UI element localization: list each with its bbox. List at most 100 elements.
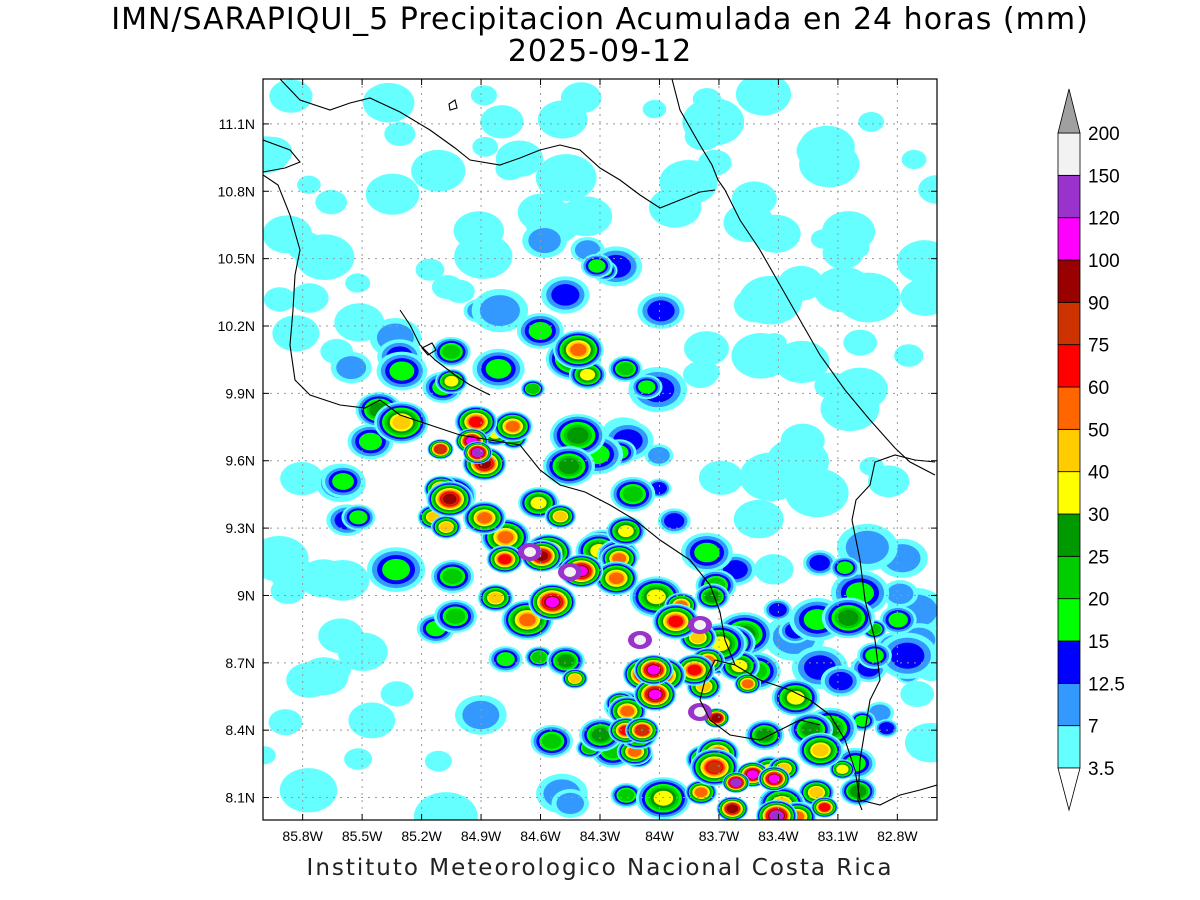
precip-cell: [297, 175, 321, 194]
colorbar-label: 150: [1088, 166, 1120, 187]
precip-cell: [382, 558, 411, 581]
colorbar-label: 60: [1088, 378, 1109, 399]
y-tick-label: 8.1N: [225, 790, 255, 806]
y-tick-label: 9N: [237, 587, 255, 603]
precip-cell: [472, 136, 499, 157]
y-tick-label: 10.2N: [218, 318, 255, 334]
precip-cell: [558, 458, 580, 474]
precip-cell: [263, 746, 276, 765]
precip-cell: [865, 648, 884, 663]
precip-core: [634, 635, 646, 645]
precip-cell: [270, 577, 306, 604]
precip-cell: [345, 273, 371, 293]
precip-cell: [682, 98, 745, 146]
precip-cell: [299, 657, 349, 696]
precip-cell: [813, 266, 873, 313]
colorbar-box: [1057, 344, 1081, 388]
precip-cell: [618, 525, 634, 538]
precip-cell: [263, 136, 293, 168]
precip-cell: [809, 555, 830, 571]
x-tick-label: 83.4W: [758, 828, 799, 844]
precip-cell: [768, 774, 780, 784]
y-tick-label: 10.5N: [218, 251, 255, 267]
precip-cell: [570, 343, 587, 357]
precip-cell: [828, 671, 853, 691]
colorbar-box: [1057, 513, 1081, 557]
precip-cell: [535, 154, 597, 201]
precip-cell: [519, 613, 536, 627]
precip-cell: [900, 681, 935, 708]
x-tick-label: 84W: [645, 828, 675, 844]
chart-title: IMN/SARAPIQUI_5 Precipitacion Acumulada …: [111, 2, 1089, 37]
precip-cell: [648, 689, 662, 700]
precip-cell: [647, 300, 675, 322]
precip-cell: [498, 554, 512, 565]
precip-cell: [735, 79, 792, 116]
nicoya-pacific-coast: [263, 174, 381, 409]
precip-cell: [413, 792, 478, 820]
precip-cell: [747, 770, 759, 779]
caribbean-coast: [724, 189, 936, 476]
colorbar-label: 200: [1088, 124, 1120, 145]
precip-cell: [557, 654, 574, 668]
precip-cell: [646, 589, 666, 605]
colorbar-box: [1057, 555, 1081, 600]
precip-cell: [766, 437, 830, 487]
precip-cell: [799, 125, 855, 169]
precip-cell: [818, 802, 831, 812]
precip-cell: [263, 215, 313, 254]
precip-cell: [435, 444, 446, 454]
precip-cell: [445, 608, 466, 624]
precip-cell: [553, 511, 567, 522]
precip-cell: [731, 333, 791, 379]
lake-island: [448, 99, 458, 111]
precip-cell: [263, 287, 296, 312]
colorbar-label: 25: [1088, 547, 1109, 568]
colorbar-box: [1057, 132, 1081, 176]
precip-cell: [591, 727, 610, 742]
precip-cell: [901, 149, 927, 170]
y-axis-ticks: 11.1N 10.8N 10.5N 10.2N 9.9N 9.6N 9.3N 9N 8.7N 8.…: [218, 116, 937, 806]
precip-cell: [389, 361, 415, 381]
precip-cell: [894, 344, 924, 367]
coastline-and-borders: [263, 79, 937, 811]
precip-cell: [867, 465, 910, 498]
precip-cell: [845, 530, 889, 564]
precip-cell: [318, 618, 364, 654]
precip-cell: [556, 792, 585, 815]
precip-cell: [531, 651, 547, 663]
precip-cell: [485, 359, 512, 379]
precip-cell: [648, 187, 702, 228]
precip-cell: [439, 522, 453, 532]
precip-cell: [704, 590, 720, 603]
precip-cell: [692, 88, 722, 110]
footer-credit: Instituto Meteorologico Nacional Costa R…: [306, 855, 894, 881]
precip-cell: [280, 461, 324, 496]
colorbar-label: 12.5: [1088, 674, 1125, 695]
precip-cell: [411, 149, 466, 192]
precip-cell: [348, 702, 396, 739]
precip-cell: [268, 709, 303, 736]
colorbar-over-arrow: [1057, 88, 1081, 134]
precip-core: [694, 620, 706, 630]
precip-cell: [878, 722, 895, 735]
panama-pacific-coast: [859, 784, 937, 806]
central-pacific-coast: [379, 399, 861, 801]
precip-cell: [690, 632, 706, 644]
precip-cell: [453, 211, 504, 251]
precip-cell: [707, 761, 722, 773]
precip-cell: [858, 111, 885, 132]
precip-cell: [290, 283, 329, 313]
precipitation-field: [263, 79, 937, 820]
precip-cell: [698, 460, 744, 495]
precip-cell: [620, 705, 635, 717]
colorbar-label: 90: [1088, 293, 1109, 314]
precip-cell: [479, 295, 520, 326]
precip-cell: [560, 196, 613, 237]
x-tick-label: 83.7W: [699, 828, 740, 844]
colorbar-box: [1057, 428, 1081, 473]
panama-caribbean-coast: [851, 454, 936, 521]
precip-cell: [315, 189, 348, 215]
precip-cell: [568, 674, 581, 684]
colorbar-label: 3.5: [1088, 759, 1114, 780]
